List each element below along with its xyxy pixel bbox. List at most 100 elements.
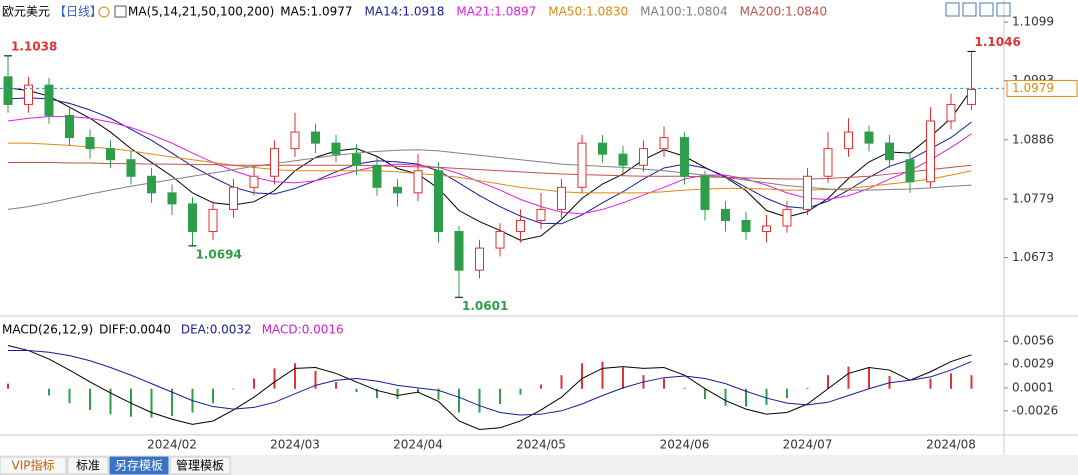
extreme-label: 1.0601 <box>462 299 508 313</box>
y-tick-label: 0.0029 <box>1012 357 1054 371</box>
last-price-label: 1.0979 <box>1012 81 1054 95</box>
tool-button[interactable] <box>996 2 1011 17</box>
candle-body <box>167 192 177 205</box>
macd-bar <box>847 366 850 389</box>
tab[interactable] <box>67 456 109 475</box>
candle-body <box>864 131 874 144</box>
candle-body <box>741 219 751 233</box>
candle-body <box>618 153 628 166</box>
candle-body <box>372 164 382 188</box>
legend-label: MA21:1.0897 <box>456 5 536 19</box>
extreme-label: 1.1046 <box>975 35 1021 49</box>
candle-body <box>762 225 771 233</box>
candle-body <box>782 208 792 227</box>
macd-bar <box>294 363 296 389</box>
macd-bar <box>724 388 727 406</box>
candle-body <box>270 148 279 177</box>
macd-bar <box>109 388 112 415</box>
legend-label: MACD(26,12,9) <box>2 323 93 337</box>
tab[interactable] <box>0 456 67 475</box>
macd-bar <box>827 375 829 389</box>
candle-body <box>24 84 33 105</box>
candle-body <box>229 186 238 210</box>
macd-bar <box>499 388 501 404</box>
y-tick-label: 1.0673 <box>1012 250 1054 264</box>
tab[interactable] <box>169 456 231 475</box>
macd-bar <box>417 388 419 393</box>
last-price-box <box>1006 79 1078 97</box>
candle-body <box>147 175 156 194</box>
macd-bar <box>478 388 481 413</box>
candle-body <box>331 142 341 155</box>
macd-bar <box>581 363 583 389</box>
extreme-label: 1.1038 <box>11 39 57 53</box>
x-tick-label: 2024/07 <box>783 438 833 452</box>
candle-body <box>290 131 300 150</box>
macd-bar <box>68 388 71 404</box>
macd-bar <box>314 370 317 389</box>
macd-bar <box>868 367 870 389</box>
tab-label[interactable]: 标准 <box>76 459 100 473</box>
candle-body <box>946 103 956 122</box>
macd-bar <box>458 388 460 413</box>
candle-body <box>659 137 669 150</box>
legend-label: MA(5,14,21,50,100,200) <box>128 5 274 19</box>
tool-button[interactable] <box>962 2 977 17</box>
legend-label: MA50:1.0830 <box>548 5 628 19</box>
x-tick-label: 2024/04 <box>393 438 443 452</box>
macd-bar <box>970 375 973 389</box>
candle-body <box>844 131 853 150</box>
x-tick-label: 2024/08 <box>926 438 976 452</box>
macd-bar <box>437 388 440 400</box>
x-tick-label: 2024/03 <box>270 438 320 452</box>
tool-button[interactable] <box>945 2 960 17</box>
legend-label: DEA:0.0032 <box>181 323 252 337</box>
macd-bar <box>273 368 276 389</box>
x-tick-label: 2024/05 <box>516 438 566 452</box>
macd-bar <box>540 384 542 389</box>
extreme-label: 1.0694 <box>196 247 242 261</box>
candle-body <box>536 208 546 221</box>
tab-label[interactable]: VIP指标 <box>12 458 55 473</box>
candle-body <box>352 153 361 166</box>
legend-label: MA14:1.0918 <box>365 5 445 19</box>
tool-button[interactable] <box>979 2 994 17</box>
macd-line <box>8 350 972 416</box>
macd-bar <box>355 388 358 393</box>
legend-label: MA200:1.0840 <box>740 5 828 19</box>
macd-bar <box>212 388 214 404</box>
macd-bar <box>376 388 378 399</box>
x-tick-label: 2024/02 <box>147 438 197 452</box>
macd-bar <box>253 378 255 389</box>
candle-body <box>188 203 197 233</box>
candle-body <box>905 159 915 183</box>
candle-body <box>208 208 218 233</box>
tab-label[interactable]: 管理模板 <box>176 458 224 473</box>
candle-body <box>434 170 443 233</box>
tab-bar <box>0 455 1078 475</box>
macd-bar <box>929 378 932 389</box>
candle-body <box>598 142 607 155</box>
macd-bar <box>560 375 563 389</box>
legend-label: 【日线】 <box>54 5 102 19</box>
macd-bar <box>335 381 337 389</box>
legend-label: MA100:1.0804 <box>640 5 728 19</box>
tab[interactable] <box>109 456 169 475</box>
toolbar <box>945 2 1011 17</box>
candle-body <box>885 142 894 161</box>
y-tick-label: 0.0056 <box>1012 334 1054 348</box>
macd-bar <box>7 383 9 389</box>
macd-bar <box>171 388 173 416</box>
candle-body <box>721 208 730 221</box>
candle-body <box>557 186 566 210</box>
macd-bar <box>48 388 50 396</box>
macd-bar <box>622 367 624 389</box>
legend-label: DIFF:0.0040 <box>99 323 171 337</box>
tab-label[interactable]: 另存模板 <box>115 459 163 473</box>
candle-body <box>65 114 74 139</box>
candle-body <box>803 175 812 210</box>
macd-bar <box>765 388 768 405</box>
macd-bar <box>683 387 686 389</box>
